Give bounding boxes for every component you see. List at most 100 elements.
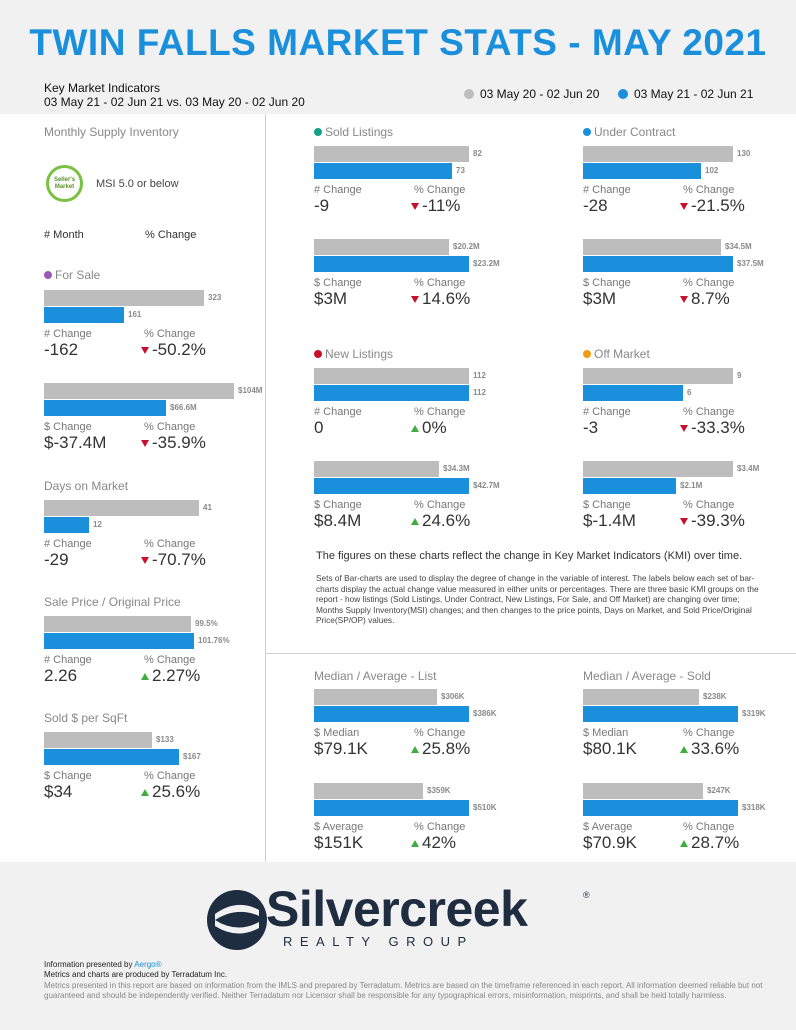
pct-change-text: 25.8% [422, 739, 471, 758]
pct-change-label: % Change [144, 770, 196, 782]
bar-current [583, 478, 676, 494]
bar-prior [583, 146, 733, 162]
chart-title: Sale Price / Original Price [44, 595, 181, 609]
change-label: $ Change [44, 421, 92, 433]
pct-change-text: -11% [422, 196, 461, 215]
pct-change-value: 28.7% [680, 833, 739, 853]
legend-current-dot-icon [618, 89, 628, 99]
pct-change-text: 2.27% [152, 666, 201, 685]
brand-name: Silvercreek [266, 881, 528, 937]
bar-prior [44, 383, 234, 399]
pct-change-value: -21.5% [680, 196, 745, 216]
arrow-up-icon [411, 745, 419, 753]
pct-change-label: % Change [683, 277, 735, 289]
change-value: $-37.4M [44, 433, 107, 452]
arrow-up-icon [411, 839, 419, 847]
pct-change-text: 24.6% [422, 511, 471, 530]
chart-title-text: Sale Price / Original Price [44, 595, 181, 609]
bar-value-label: $359K [427, 786, 451, 795]
arrow-down-icon [680, 424, 688, 432]
bar-value-label: $2.1M [680, 481, 703, 490]
arrow-down-icon [680, 295, 688, 303]
bar-current [583, 706, 738, 722]
pct-change-value: 33.6% [680, 739, 739, 759]
change-label: # Change [314, 184, 362, 196]
silvercreek-logo-icon [207, 890, 267, 950]
chart-title-text: Under Contract [594, 125, 676, 139]
series-dot-icon [314, 128, 322, 136]
pct-change-value: 24.6% [411, 511, 470, 531]
bar-value-label: $133 [156, 735, 174, 744]
series-dot-icon [314, 350, 322, 358]
chart-title: Off Market [583, 347, 650, 361]
pct-change-text: 8.7% [691, 289, 730, 308]
change-value: $70.9K [583, 833, 637, 852]
bar-current [314, 256, 469, 272]
bar-value-label: 82 [473, 149, 482, 158]
pct-change-label: % Change [144, 328, 196, 340]
bar-prior [583, 461, 733, 477]
arrow-up-icon [141, 672, 149, 680]
bar-current [583, 256, 733, 272]
pct-change-text: -50.2% [152, 340, 206, 359]
pct-change-text: 33.6% [691, 739, 740, 758]
bar-prior [314, 146, 469, 162]
bar-value-label: $167 [183, 752, 201, 761]
bar-value-label: $238K [703, 692, 727, 701]
change-label: # Change [44, 538, 92, 550]
pct-change-label: % Change [683, 821, 735, 833]
chart-title-text: Median / Average - List [314, 669, 437, 683]
arrow-down-icon [680, 517, 688, 525]
kmi-header: Key Market Indicators 03 May 21 - 02 Jun… [44, 81, 305, 109]
bar-current [314, 478, 469, 494]
change-value: -9 [314, 196, 330, 215]
bar-prior [314, 689, 437, 705]
produced-by: Metrics and charts are produced by Terra… [44, 970, 228, 979]
arrow-down-icon [411, 295, 419, 303]
kmi-range: 03 May 21 - 02 Jun 21 vs. 03 May 20 - 02… [44, 95, 305, 109]
arrow-down-icon [141, 439, 149, 447]
pct-change-label: % Change [414, 277, 466, 289]
description-body: Sets of Bar-charts are used to display t… [316, 573, 759, 625]
registered-mark-icon: ® [583, 890, 590, 900]
bar-value-label: $318K [742, 803, 766, 812]
page-title: TWIN FALLS MARKET STATS - MAY 2021 [29, 22, 767, 63]
bar-prior [583, 368, 733, 384]
bar-value-label: $66.6M [170, 403, 197, 412]
bar-value-label: 130 [737, 149, 751, 158]
pct-change-label: % Change [144, 421, 196, 433]
aergo-link[interactable]: Aergo® [134, 960, 162, 969]
change-value: $34 [44, 782, 73, 801]
bar-value-label: $3.4M [737, 464, 760, 473]
pct-change-value: 42% [411, 833, 456, 853]
bar-value-label: 161 [128, 310, 142, 319]
chart-title-text: Sold $ per SqFt [44, 711, 128, 725]
pct-change-value: 0% [411, 418, 447, 438]
change-label: # Change [583, 406, 631, 418]
change-label: # Change [44, 654, 92, 666]
bar-prior [44, 732, 152, 748]
bar-prior [44, 290, 204, 306]
change-label: # Change [44, 328, 92, 340]
sellers-market-badge-icon: Seller's Market [46, 165, 83, 202]
pct-change-text: 42% [422, 833, 457, 852]
pct-change-value: 25.6% [141, 782, 200, 802]
pct-change-value: 14.6% [411, 289, 470, 309]
change-value: -3 [583, 418, 599, 437]
change-label: $ Change [314, 277, 362, 289]
bar-value-label: 101.76% [198, 636, 230, 645]
bar-value-label: $247K [707, 786, 731, 795]
bar-value-label: 102 [705, 166, 719, 175]
pct-change-label: % Change [414, 406, 466, 418]
arrow-down-icon [680, 202, 688, 210]
change-value: $-1.4M [583, 511, 636, 530]
legend-prior: 03 May 20 - 02 Jun 20 [464, 87, 599, 101]
bar-value-label: $42.7M [473, 481, 500, 490]
pct-change-text: -33.3% [691, 418, 745, 437]
pct-change-label: % Change [414, 184, 466, 196]
bar-value-label: 99.5% [195, 619, 218, 628]
bar-prior [583, 783, 703, 799]
chart-title-text: For Sale [55, 268, 101, 282]
pct-change-label: % Change [683, 727, 735, 739]
chart-title: Median / Average - Sold [583, 669, 711, 683]
